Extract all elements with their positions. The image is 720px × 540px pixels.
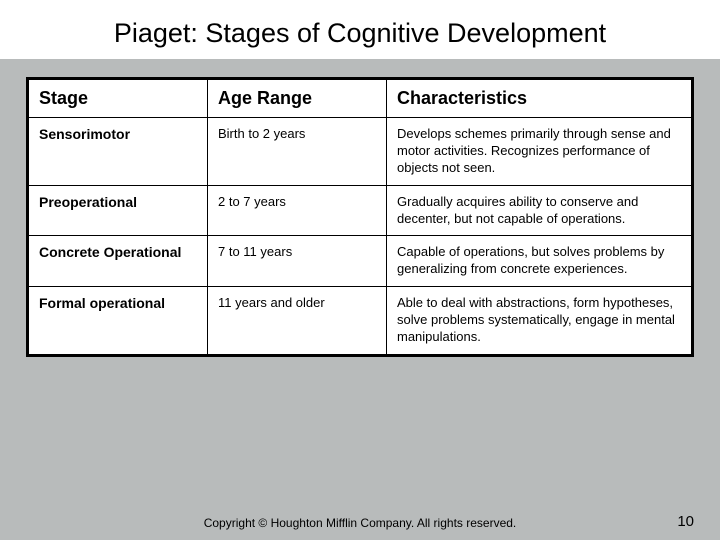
table-row: Preoperational 2 to 7 years Gradually ac… xyxy=(29,185,692,236)
stage-cell: Preoperational xyxy=(29,185,208,236)
characteristics-cell: Capable of operations, but solves proble… xyxy=(387,236,692,287)
stage-cell: Concrete Operational xyxy=(29,236,208,287)
title-region: Piaget: Stages of Cognitive Development xyxy=(0,0,720,59)
stages-table: Stage Age Range Characteristics Sensorim… xyxy=(28,79,692,355)
col-header-stage: Stage xyxy=(29,80,208,118)
age-cell: 7 to 11 years xyxy=(208,236,387,287)
slide: Piaget: Stages of Cognitive Development … xyxy=(0,0,720,540)
characteristics-cell: Able to deal with abstractions, form hyp… xyxy=(387,287,692,355)
table-row: Sensorimotor Birth to 2 years Develops s… xyxy=(29,118,692,186)
stage-cell: Formal operational xyxy=(29,287,208,355)
slide-title: Piaget: Stages of Cognitive Development xyxy=(20,18,700,49)
table-header-row: Stage Age Range Characteristics xyxy=(29,80,692,118)
body-region: Stage Age Range Characteristics Sensorim… xyxy=(0,59,720,367)
page-number: 10 xyxy=(677,513,694,530)
stage-cell: Sensorimotor xyxy=(29,118,208,186)
age-cell: 11 years and older xyxy=(208,287,387,355)
table-row: Formal operational 11 years and older Ab… xyxy=(29,287,692,355)
characteristics-cell: Gradually acquires ability to conserve a… xyxy=(387,185,692,236)
age-cell: 2 to 7 years xyxy=(208,185,387,236)
table-row: Concrete Operational 7 to 11 years Capab… xyxy=(29,236,692,287)
age-cell: Birth to 2 years xyxy=(208,118,387,186)
stages-table-wrap: Stage Age Range Characteristics Sensorim… xyxy=(26,77,694,357)
copyright-footer: Copyright © Houghton Mifflin Company. Al… xyxy=(0,516,720,530)
col-header-age: Age Range xyxy=(208,80,387,118)
characteristics-cell: Develops schemes primarily through sense… xyxy=(387,118,692,186)
col-header-characteristics: Characteristics xyxy=(387,80,692,118)
